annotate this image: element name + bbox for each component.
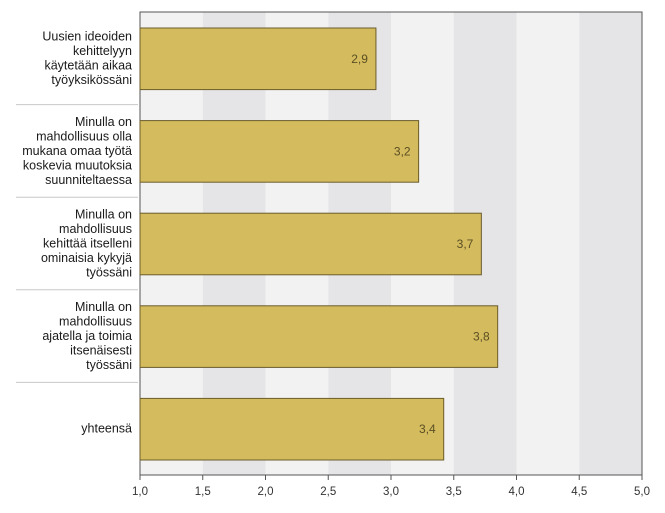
- x-tick-label: 1,5: [195, 486, 211, 498]
- bar: [139, 212, 482, 276]
- grid-band: [579, 12, 642, 475]
- bar: [139, 305, 499, 368]
- value-label: 3,2: [394, 144, 411, 158]
- x-tick-label: 3,5: [446, 486, 462, 498]
- bar: [139, 27, 377, 91]
- category-label: Minulla on mahdollisuus kehittää itselleni…: [41, 208, 132, 280]
- grid-band: [516, 12, 580, 475]
- bar: [139, 397, 445, 461]
- x-tick-label: 3,0: [383, 486, 399, 498]
- category-label: Uusien ideoiden kehittelyyn käytetään aika…: [42, 30, 132, 88]
- x-tick-label: 4,5: [571, 486, 587, 498]
- value-label: 3,4: [419, 422, 436, 436]
- x-tick-label: 2,5: [320, 486, 336, 498]
- x-tick-label: 1,0: [132, 486, 148, 498]
- category-label: Minulla on mahdollisuus olla mukana omaa t…: [22, 115, 132, 187]
- category-label: Minulla on mahdollisuus ajatella ja toimia…: [42, 300, 132, 372]
- value-label: 2,9: [351, 52, 368, 66]
- value-label: 3,7: [457, 237, 474, 251]
- value-label: 3,8: [473, 330, 490, 344]
- x-tick-label: 5,0: [634, 486, 650, 498]
- x-tick-label: 2,0: [258, 486, 274, 498]
- x-tick-label: 4,0: [509, 486, 525, 498]
- category-label: yhteensä: [81, 422, 132, 436]
- bar: [139, 120, 420, 183]
